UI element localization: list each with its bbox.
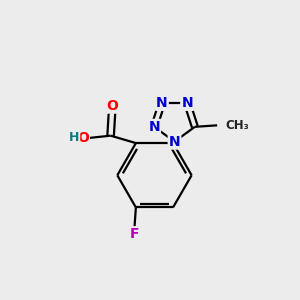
- Text: CH₃: CH₃: [226, 119, 249, 132]
- Text: N: N: [181, 96, 193, 110]
- Text: O: O: [106, 99, 118, 112]
- Text: O: O: [77, 131, 89, 145]
- Text: N: N: [156, 96, 168, 110]
- Text: N: N: [169, 135, 180, 148]
- Text: H: H: [69, 131, 79, 144]
- Text: F: F: [130, 227, 139, 241]
- Text: N: N: [148, 120, 160, 134]
